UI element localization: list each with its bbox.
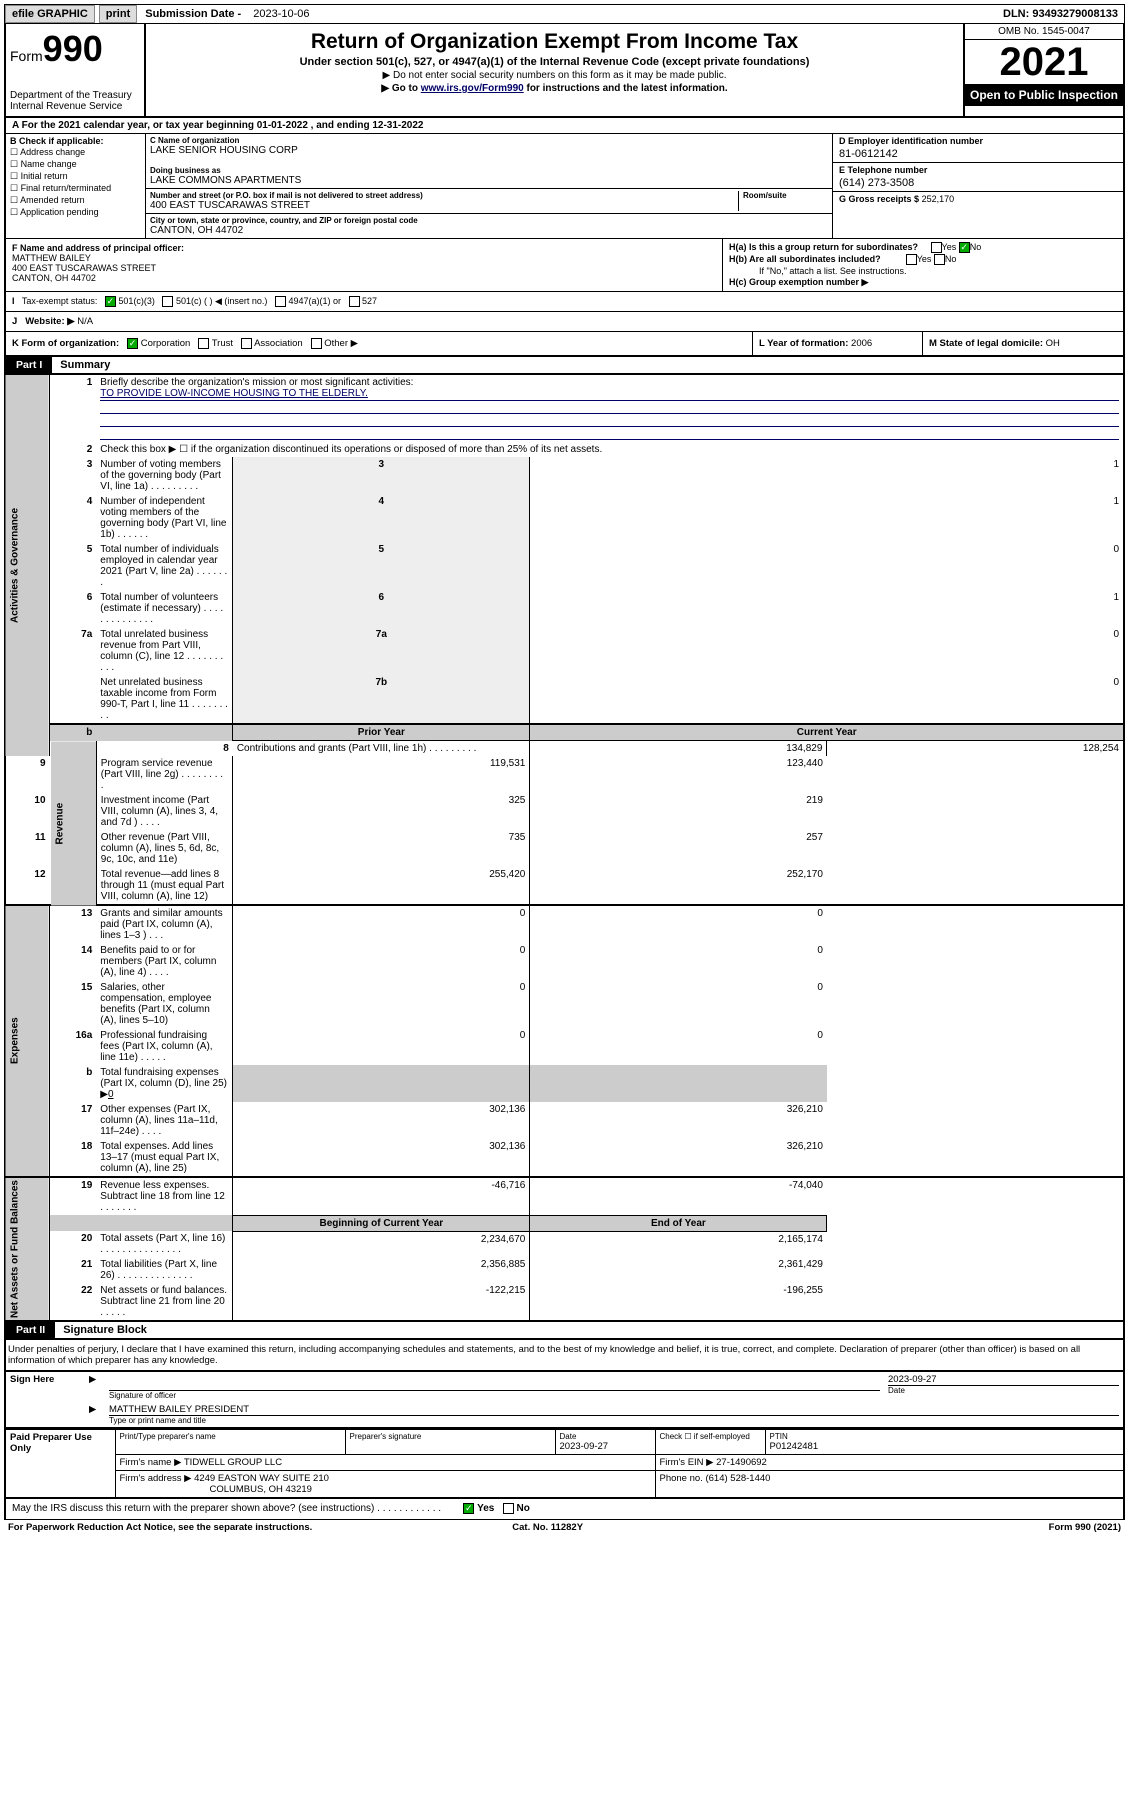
form-subtitle: Under section 501(c), 527, or 4947(a)(1)… — [152, 56, 957, 68]
irs-label: Internal Revenue Service — [10, 101, 140, 112]
section-c: C Name of organization LAKE SENIOR HOUSI… — [146, 134, 833, 238]
page-footer: For Paperwork Reduction Act Notice, see … — [4, 1519, 1125, 1535]
firm-phone: (614) 528-1440 — [705, 1473, 770, 1484]
section-d-e-g: D Employer identification number 81-0612… — [833, 134, 1123, 238]
side-revenue: Revenue — [50, 741, 97, 906]
sign-here-table: Sign Here ▶ Signature of officer 2023-09… — [4, 1370, 1125, 1429]
chk-name-change[interactable]: ☐ Name change — [10, 159, 141, 170]
part1-header: Part I Summary — [4, 357, 1125, 375]
side-net-assets: Net Assets or Fund Balances — [5, 1177, 50, 1321]
ein: 81-0612142 — [839, 148, 1117, 160]
street-address: 400 EAST TUSCARAWAS STREET — [150, 200, 738, 211]
officer-name: MATTHEW BAILEY — [12, 253, 91, 263]
submission-date: 2023-10-06 — [249, 8, 313, 20]
discuss-no[interactable] — [503, 1503, 514, 1514]
section-h: H(a) Is this a group return for subordin… — [723, 239, 1123, 291]
chk-app-pending[interactable]: ☐ Application pending — [10, 207, 141, 218]
chk-corp[interactable]: ✓ — [127, 338, 138, 349]
side-governance: Activities & Governance — [5, 375, 50, 756]
tax-year: 2021 — [965, 40, 1123, 84]
telephone: (614) 273-3508 — [839, 177, 1117, 189]
firm-ein: 27-1490692 — [716, 1457, 767, 1468]
efile-button[interactable]: efile GRAPHIC — [5, 5, 95, 23]
section-j: J Website: ▶ N/A — [6, 311, 1123, 331]
chk-4947[interactable] — [275, 296, 286, 307]
form-title: Return of Organization Exempt From Incom… — [152, 30, 957, 54]
p8: 134,829 — [530, 741, 827, 757]
v7b: 0 — [530, 675, 1124, 724]
v6: 1 — [530, 590, 1124, 627]
sig-date: 2023-09-27 — [888, 1374, 1119, 1385]
city-state-zip: CANTON, OH 44702 — [150, 225, 828, 236]
chk-trust[interactable] — [198, 338, 209, 349]
signature-intro: Under penalties of perjury, I declare th… — [4, 1340, 1125, 1370]
top-bar: efile GRAPHIC print Submission Date - 20… — [4, 4, 1125, 24]
form-number: Form990 — [10, 28, 140, 70]
chk-initial-return[interactable]: ☐ Initial return — [10, 171, 141, 182]
section-k: K Form of organization: ✓ Corporation Tr… — [6, 332, 753, 355]
v7a: 0 — [530, 627, 1124, 675]
prep-date: 2023-09-27 — [560, 1441, 651, 1452]
org-name: LAKE SENIOR HOUSING CORP — [150, 145, 828, 156]
section-f: F Name and address of principal officer:… — [6, 239, 723, 291]
paid-preparer-label: Paid Preparer Use Only — [5, 1430, 115, 1499]
side-expenses: Expenses — [5, 905, 50, 1177]
chk-amended[interactable]: ☐ Amended return — [10, 195, 141, 206]
chk-501c[interactable] — [162, 296, 173, 307]
v5: 0 — [530, 542, 1124, 590]
c8: 128,254 — [827, 741, 1124, 757]
dept-treasury: Department of the Treasury — [10, 90, 140, 101]
chk-other[interactable] — [311, 338, 322, 349]
summary-table: Activities & Governance 1 Briefly descri… — [4, 375, 1125, 1322]
dba-name: LAKE COMMONS APARTMENTS — [150, 175, 828, 186]
chk-address-change[interactable]: ☐ Address change — [10, 147, 141, 158]
open-public: Open to Public Inspection — [965, 84, 1123, 106]
section-m: M State of legal domicile: OH — [923, 332, 1123, 355]
discuss-yes[interactable]: ✓ — [463, 1503, 474, 1514]
link-note: ▶ Go to www.irs.gov/Form990 for instruct… — [152, 83, 957, 94]
website: N/A — [77, 316, 93, 327]
ptin: P01242481 — [770, 1441, 1120, 1452]
gross-receipts: 252,170 — [922, 194, 955, 204]
print-button[interactable]: print — [99, 5, 137, 23]
dln: DLN: 93493279008133 — [1003, 8, 1124, 20]
form-header: Form990 Department of the Treasury Inter… — [4, 24, 1125, 118]
hb-no[interactable] — [934, 254, 945, 265]
part2-header: Part II Signature Block — [4, 1322, 1125, 1340]
section-l: L Year of formation: 2006 — [753, 332, 923, 355]
mission-text: TO PROVIDE LOW-INCOME HOUSING TO THE ELD… — [100, 388, 1119, 401]
ha-yes[interactable] — [931, 242, 942, 253]
chk-assoc[interactable] — [241, 338, 252, 349]
sign-here-label: Sign Here — [5, 1371, 85, 1428]
firm-name: TIDWELL GROUP LLC — [184, 1457, 282, 1468]
section-i: I Tax-exempt status: ✓ 501(c)(3) 501(c) … — [6, 292, 1123, 311]
omb-number: OMB No. 1545-0047 — [965, 24, 1123, 40]
paid-preparer-table: Paid Preparer Use Only Print/Type prepar… — [4, 1429, 1125, 1499]
chk-501c3[interactable]: ✓ — [105, 296, 116, 307]
ssn-note: ▶ Do not enter social security numbers o… — [152, 70, 957, 81]
section-b: B Check if applicable: ☐ Address change … — [6, 134, 146, 238]
ha-no[interactable]: ✓ — [959, 242, 970, 253]
irs-link[interactable]: www.irs.gov/Form990 — [421, 83, 524, 94]
v3: 1 — [530, 457, 1124, 494]
hb-yes[interactable] — [906, 254, 917, 265]
firm-addr: 4249 EASTON WAY SUITE 210 — [194, 1473, 329, 1484]
v4: 1 — [530, 494, 1124, 542]
discuss-row: May the IRS discuss this return with the… — [4, 1499, 1125, 1518]
submission-label: Submission Date - — [141, 8, 245, 20]
chk-final-return[interactable]: ☐ Final return/terminated — [10, 183, 141, 194]
tax-year-line: A For the 2021 calendar year, or tax yea… — [6, 118, 1123, 134]
officer-name-title: MATTHEW BAILEY PRESIDENT — [109, 1404, 1119, 1415]
chk-527[interactable] — [349, 296, 360, 307]
